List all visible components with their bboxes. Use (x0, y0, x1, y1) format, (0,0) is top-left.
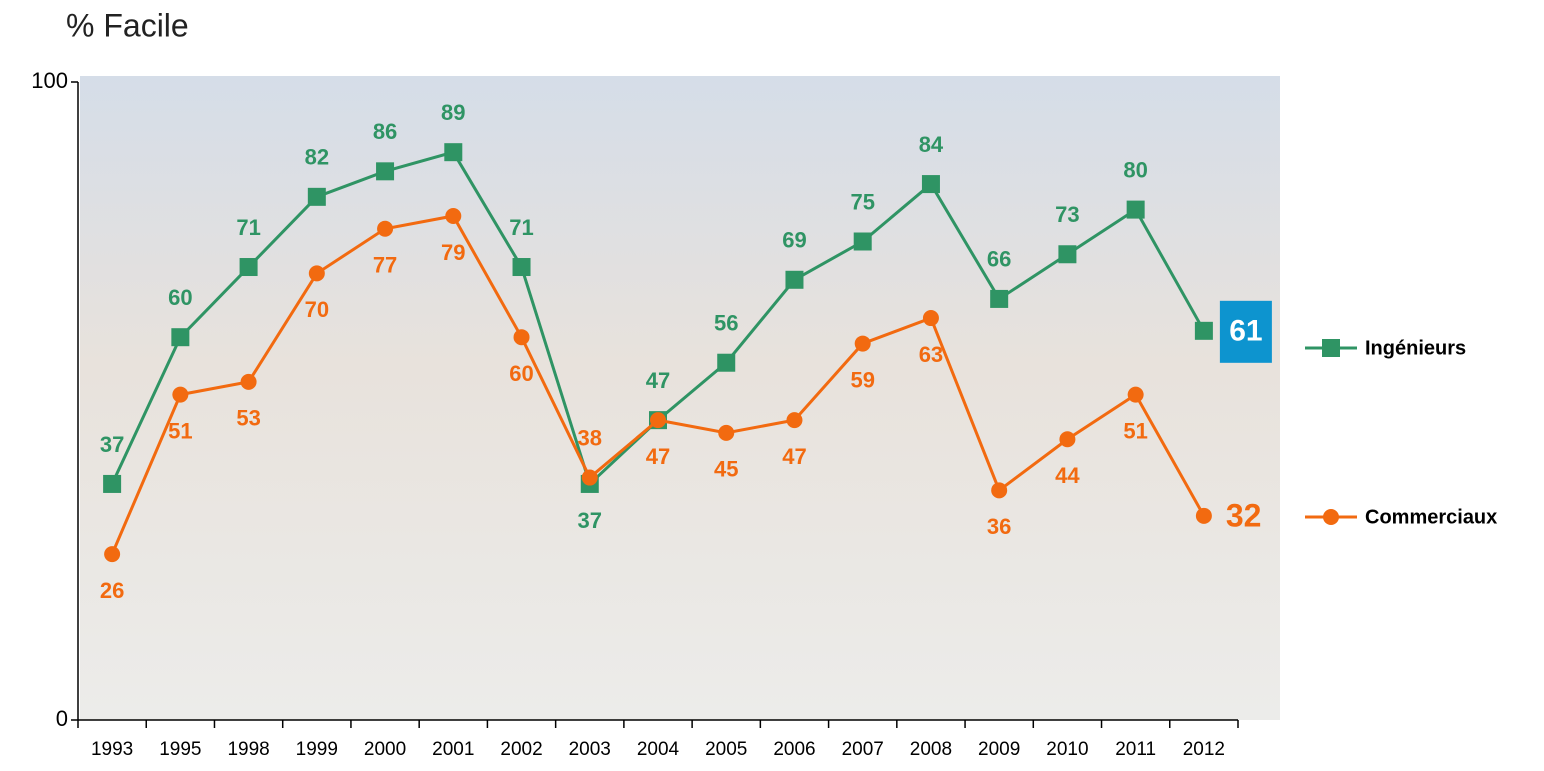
x-tick-label: 1995 (159, 739, 201, 760)
x-tick-label: 2007 (842, 739, 884, 760)
marker (1059, 431, 1075, 447)
legend-label: Commerciaux (1365, 506, 1497, 528)
data-label: 84 (919, 132, 944, 157)
legend-marker (1322, 339, 1340, 357)
data-label: 80 (1123, 157, 1147, 182)
data-label: 59 (850, 367, 874, 392)
marker (241, 374, 257, 390)
marker (376, 162, 394, 180)
marker (172, 387, 188, 403)
marker (854, 233, 872, 251)
marker (1196, 508, 1212, 524)
marker (785, 271, 803, 289)
x-tick-label: 2004 (637, 739, 680, 760)
legend-marker (1323, 509, 1339, 525)
marker (855, 336, 871, 352)
marker (990, 290, 1008, 308)
data-label: 32 (1226, 497, 1262, 533)
marker (582, 470, 598, 486)
marker (1058, 245, 1076, 263)
marker (717, 354, 735, 372)
marker (171, 328, 189, 346)
data-label: 71 (509, 215, 533, 240)
marker (377, 221, 393, 237)
marker (1127, 201, 1145, 219)
data-label: 79 (441, 240, 465, 265)
data-label: 75 (850, 189, 874, 214)
data-label: 82 (305, 145, 329, 170)
data-label: 51 (168, 418, 192, 443)
chart: % Facile 0 100 1993 1995 1998 1999 2000 2001 200… (0, 0, 1544, 771)
x-tick-label: 2006 (773, 739, 815, 760)
data-label: 37 (100, 432, 124, 457)
data-label: 73 (1055, 202, 1079, 227)
data-label: 44 (1055, 463, 1080, 488)
data-label: 60 (509, 361, 533, 386)
marker (922, 175, 940, 193)
marker (1128, 387, 1144, 403)
chart-title: % Facile (66, 7, 189, 43)
data-label: 60 (168, 285, 192, 310)
x-tick-label: 1998 (227, 739, 269, 760)
data-label: 63 (919, 342, 943, 367)
data-label: 47 (646, 444, 670, 469)
x-tick-label: 2012 (1183, 739, 1225, 760)
marker (786, 412, 802, 428)
data-label: 56 (714, 311, 738, 336)
data-label: 86 (373, 119, 397, 144)
x-tick-label: 2001 (432, 739, 474, 760)
data-label: 69 (782, 228, 806, 253)
data-label: 26 (100, 578, 124, 603)
data-label: 38 (578, 425, 602, 450)
x-tick-label: 1999 (296, 739, 338, 760)
y-tick-label: 100 (31, 68, 68, 93)
marker (445, 208, 461, 224)
x-tick-label: 2003 (569, 739, 611, 760)
data-label: 36 (987, 514, 1011, 539)
marker (103, 475, 121, 493)
marker (444, 143, 462, 161)
marker (309, 265, 325, 281)
marker (308, 188, 326, 206)
x-tick-label: 1993 (91, 739, 133, 760)
x-tick-label: 2000 (364, 739, 406, 760)
marker (104, 546, 120, 562)
data-label: 70 (305, 297, 329, 322)
data-label: 45 (714, 457, 738, 482)
x-tick-label: 2005 (705, 739, 747, 760)
x-tick-label: 2011 (1115, 739, 1156, 760)
marker (923, 310, 939, 326)
data-label: 66 (987, 247, 1011, 272)
y-tick-label: 0 (56, 706, 68, 731)
data-label: 47 (782, 444, 806, 469)
marker (718, 425, 734, 441)
marker (1195, 322, 1213, 340)
marker (514, 329, 530, 345)
marker (650, 412, 666, 428)
data-label: 47 (646, 368, 670, 393)
marker (513, 258, 531, 276)
plot-background (80, 76, 1280, 720)
data-label: 51 (1123, 418, 1147, 443)
x-tick-label: 2002 (500, 739, 542, 760)
data-label: 89 (441, 100, 465, 125)
data-label: 53 (236, 406, 260, 431)
x-tick-label: 2008 (910, 739, 952, 760)
data-label: 71 (236, 215, 260, 240)
data-label: 61 (1229, 315, 1262, 348)
marker (991, 482, 1007, 498)
legend-label: Ingénieurs (1365, 337, 1466, 359)
data-label: 37 (578, 508, 602, 533)
x-tick-label: 2009 (978, 739, 1020, 760)
marker (240, 258, 258, 276)
data-label: 77 (373, 253, 397, 278)
x-tick-label: 2010 (1046, 739, 1088, 760)
